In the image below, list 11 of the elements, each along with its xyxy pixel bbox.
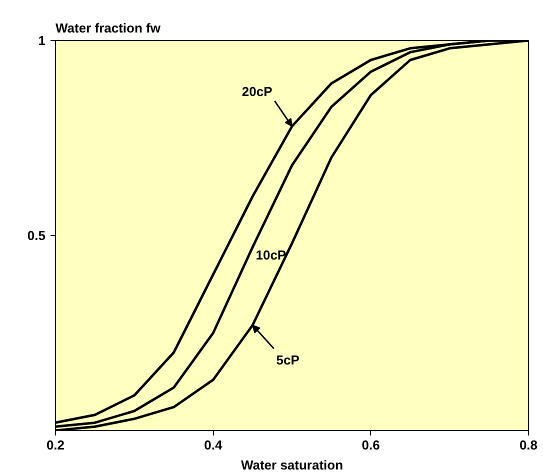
series-label: 10cP (256, 248, 286, 262)
text: 20cP (242, 84, 273, 99)
x-tick-label: 0.6 (362, 438, 380, 452)
x-tick-label: 0.4 (204, 438, 223, 452)
text: 5cP (276, 352, 300, 368)
y-axis-title: Water fraction fw (56, 20, 162, 36)
y-tick-label: 1 (38, 33, 46, 48)
y-tick-label: 0.5 (27, 228, 46, 243)
x-tick-label: 0.8 (519, 438, 538, 452)
x-axis-title: Water saturation (240, 458, 344, 472)
x-tick-label: 0.2 (46, 438, 65, 452)
